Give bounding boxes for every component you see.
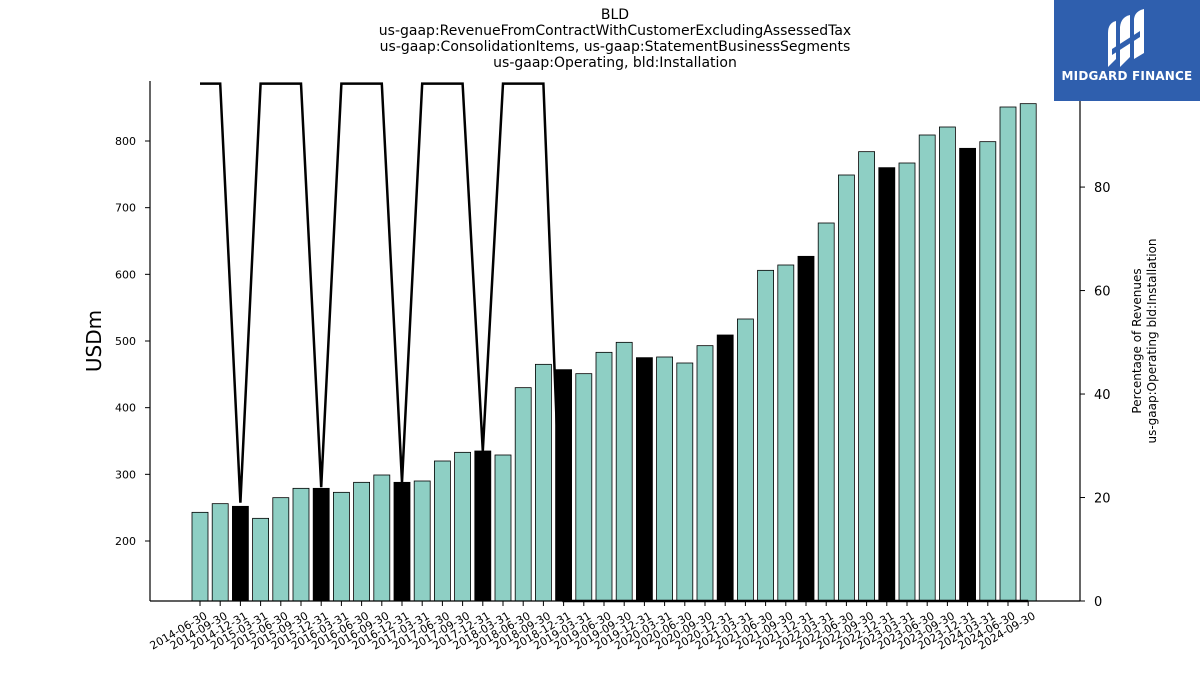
y2-axis-label-line-2: us-gaap:Operating bld:Installation xyxy=(1145,238,1159,443)
bar-2020-06-30 xyxy=(676,362,694,602)
bar-2019-12-31 xyxy=(636,357,653,602)
chart-title: BLD us-gaap:RevenueFromContractWithCusto… xyxy=(165,7,1065,71)
bar-2019-09-30 xyxy=(615,341,633,602)
bar-2015-06-30 xyxy=(272,497,290,602)
bar-2017-06-30 xyxy=(433,460,451,602)
y-axis-label: USDm xyxy=(82,310,106,372)
y2-axis-label-line-1: Percentage of Revenues xyxy=(1130,268,1144,413)
y-tick-label: 200 xyxy=(115,535,136,548)
y-tick-label: 600 xyxy=(115,268,136,281)
bar-2023-09-30 xyxy=(939,126,956,602)
bar-2023-03-31 xyxy=(898,162,916,602)
bar-2017-12-31 xyxy=(474,450,492,602)
axes-layer: 2003004005006007008000204060801002014-06… xyxy=(115,78,1119,653)
bar-2015-12-31 xyxy=(312,487,330,602)
title-line-member: us-gaap:Operating, bld:Installation xyxy=(493,55,737,71)
title-line-axis: us-gaap:ConsolidationItems, us-gaap:Stat… xyxy=(379,39,851,55)
y2-tick-label: 0 xyxy=(1094,595,1102,610)
bar-2022-03-31 xyxy=(817,222,835,602)
bar-2024-03-31 xyxy=(979,141,997,602)
y2-tick-label: 80 xyxy=(1094,181,1111,196)
bar-2017-03-31 xyxy=(413,480,431,602)
bar-2019-03-31 xyxy=(575,373,593,602)
y-tick-label: 700 xyxy=(115,202,136,215)
bar-2021-12-31 xyxy=(797,255,815,602)
midgard-finance-logo: MIDGARD FINANCE xyxy=(1054,0,1200,101)
logo-text: MIDGARD FINANCE xyxy=(1061,69,1193,83)
y2-tick-label: 60 xyxy=(1094,285,1111,300)
bar-2022-06-30 xyxy=(838,174,855,602)
bar-2016-03-31 xyxy=(332,491,350,602)
bar-2021-09-30 xyxy=(777,264,795,602)
y-tick-label: 400 xyxy=(115,402,136,415)
title-line-ticker: BLD xyxy=(600,7,630,23)
bar-2024-09-30 xyxy=(1019,103,1037,602)
bar-2014-12-31 xyxy=(231,505,249,602)
bar-2017-09-30 xyxy=(454,451,472,602)
bar-2014-06-30 xyxy=(191,511,209,602)
y-tick-label: 500 xyxy=(115,335,136,348)
bar-2022-12-31 xyxy=(878,167,896,602)
bar-2021-06-30 xyxy=(757,269,774,602)
y2-tick-label: 20 xyxy=(1094,492,1111,507)
y-tick-label: 300 xyxy=(115,468,136,481)
bar-2018-03-31 xyxy=(494,454,512,602)
bar-2023-12-31 xyxy=(959,147,976,602)
bar-2015-03-31 xyxy=(252,517,270,602)
bar-2020-09-30 xyxy=(696,345,714,602)
y-tick-label: 800 xyxy=(115,135,136,148)
bar-2018-06-30 xyxy=(514,387,532,602)
bar-2019-06-30 xyxy=(595,351,613,602)
title-line-concept: us-gaap:RevenueFromContractWithCustomerE… xyxy=(378,23,852,39)
bar-2014-09-30 xyxy=(211,503,229,602)
midgard-logo-icon xyxy=(1108,9,1144,67)
bar-2016-12-31 xyxy=(393,481,411,602)
bar-2018-09-30 xyxy=(535,363,552,602)
bar-2023-06-30 xyxy=(918,134,936,602)
bar-2020-03-31 xyxy=(656,356,673,602)
bar-2016-09-30 xyxy=(373,474,391,602)
bars-layer xyxy=(191,103,1037,602)
bar-2020-12-31 xyxy=(716,334,734,602)
bar-2021-03-31 xyxy=(737,318,754,602)
bar-2015-09-30 xyxy=(292,487,310,602)
y2-tick-label: 40 xyxy=(1094,388,1111,403)
bar-2022-09-30 xyxy=(858,151,875,602)
bar-2016-06-30 xyxy=(353,481,371,602)
bar-2024-06-30 xyxy=(999,106,1017,602)
